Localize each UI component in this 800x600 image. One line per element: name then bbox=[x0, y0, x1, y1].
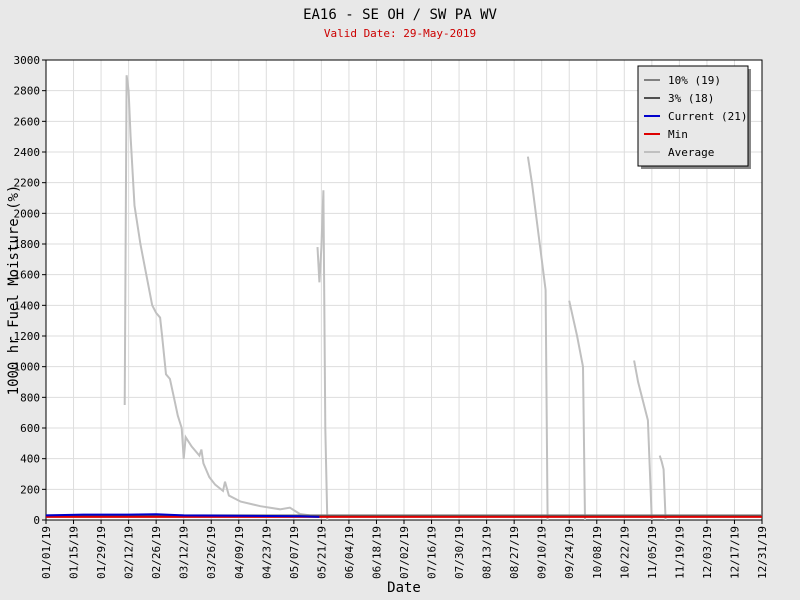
y-tick-label: 2400 bbox=[14, 146, 41, 159]
y-tick-label: 0 bbox=[33, 514, 40, 527]
y-tick-label: 2000 bbox=[14, 207, 41, 220]
x-tick-label: 05/21/19 bbox=[315, 526, 328, 579]
x-tick-label: 11/19/19 bbox=[673, 526, 686, 579]
x-tick-label: 08/13/19 bbox=[481, 526, 494, 579]
x-tick-label: 06/18/19 bbox=[370, 526, 383, 579]
x-tick-label: 09/24/19 bbox=[563, 526, 576, 579]
y-tick-label: 3000 bbox=[14, 54, 41, 67]
x-tick-label: 10/08/19 bbox=[591, 526, 604, 579]
y-tick-label: 2600 bbox=[14, 115, 41, 128]
x-axis-label: Date bbox=[387, 580, 421, 596]
x-tick-label: 02/26/19 bbox=[150, 526, 163, 579]
y-tick-label: 1400 bbox=[14, 299, 41, 312]
y-tick-label: 200 bbox=[20, 483, 40, 496]
x-tick-label: 12/17/19 bbox=[728, 526, 741, 579]
x-tick-label: 06/04/19 bbox=[343, 526, 356, 579]
y-tick-label: 1600 bbox=[14, 269, 41, 282]
y-tick-label: 1800 bbox=[14, 238, 41, 251]
x-tick-label: 10/22/19 bbox=[618, 526, 631, 579]
series-line bbox=[45, 513, 320, 518]
chart-title: EA16 - SE OH / SW PA WV bbox=[303, 7, 497, 23]
legend-label: 3% (18) bbox=[668, 92, 714, 105]
x-tick-label: 03/26/19 bbox=[205, 526, 218, 579]
y-tick-label: 1000 bbox=[14, 361, 41, 374]
x-tick-label: 12/03/19 bbox=[701, 526, 714, 579]
y-tick-label: 400 bbox=[20, 453, 40, 466]
x-tick-label: 01/01/19 bbox=[40, 526, 53, 579]
x-tick-label: 11/05/19 bbox=[646, 526, 659, 579]
x-tick-label: 04/09/19 bbox=[233, 526, 246, 579]
legend-label: 10% (19) bbox=[668, 74, 721, 87]
x-tick-label: 03/12/19 bbox=[178, 526, 191, 579]
legend-label: Average bbox=[668, 146, 714, 159]
y-tick-label: 1200 bbox=[14, 330, 41, 343]
y-tick-label: 2200 bbox=[14, 177, 41, 190]
x-tick-label: 05/07/19 bbox=[288, 526, 301, 579]
chart-subtitle: Valid Date: 29-May-2019 bbox=[324, 27, 476, 40]
x-tick-label: 07/30/19 bbox=[453, 526, 466, 579]
x-tick-label: 01/15/19 bbox=[68, 526, 81, 579]
y-axis-label: 1000 hr Fuel Moisture (%) bbox=[6, 185, 22, 396]
x-tick-label: 02/12/19 bbox=[123, 526, 136, 579]
legend-label: Current (21) bbox=[668, 110, 747, 123]
x-tick-label: 12/31/19 bbox=[756, 526, 769, 579]
y-tick-label: 600 bbox=[20, 422, 40, 435]
x-tick-label: 08/27/19 bbox=[508, 526, 521, 579]
y-tick-label: 800 bbox=[20, 391, 40, 404]
x-tick-label: 07/16/19 bbox=[426, 526, 439, 579]
x-tick-label: 07/02/19 bbox=[398, 526, 411, 579]
legend-label: Min bbox=[668, 128, 688, 141]
y-tick-label: 2800 bbox=[14, 85, 41, 98]
x-tick-label: 04/23/19 bbox=[260, 526, 273, 579]
series-line bbox=[123, 75, 667, 521]
x-tick-label: 01/29/19 bbox=[95, 526, 108, 579]
plot-border bbox=[45, 59, 763, 521]
x-tick-label: 09/10/19 bbox=[536, 526, 549, 579]
